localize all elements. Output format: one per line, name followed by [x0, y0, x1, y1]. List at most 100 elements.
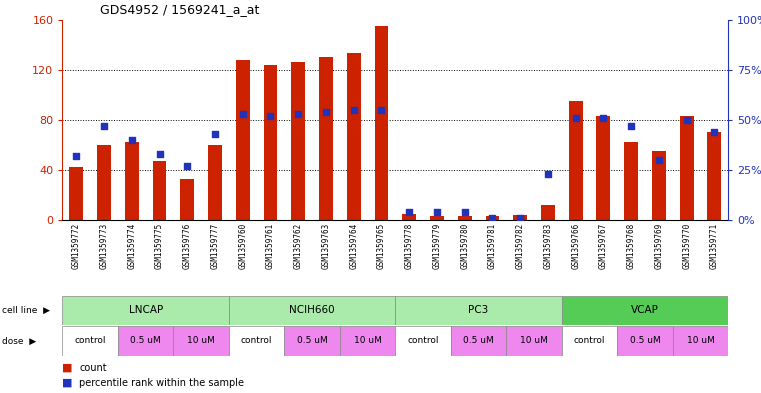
Text: GSM1359772: GSM1359772: [72, 222, 81, 268]
Point: [348, 107, 360, 113]
Text: GSM1359781: GSM1359781: [488, 222, 497, 268]
Point: [653, 157, 665, 163]
Text: VCAP: VCAP: [631, 305, 659, 315]
Bar: [97, 145, 111, 220]
Bar: [562, 296, 728, 325]
Text: GSM1359776: GSM1359776: [183, 222, 192, 268]
Text: 10 uM: 10 uM: [187, 336, 215, 345]
Bar: [403, 214, 416, 220]
Text: count: count: [79, 362, 107, 373]
Text: GSM1359764: GSM1359764: [349, 222, 358, 268]
Text: GSM1359770: GSM1359770: [682, 222, 691, 268]
Text: control: control: [241, 336, 272, 345]
Bar: [229, 326, 285, 356]
Point: [154, 151, 166, 157]
Bar: [652, 151, 666, 220]
Text: NCIH660: NCIH660: [289, 305, 335, 315]
Text: 0.5 uM: 0.5 uM: [297, 336, 327, 345]
Text: GSM1359774: GSM1359774: [127, 222, 136, 268]
Point: [181, 163, 193, 169]
Bar: [708, 132, 721, 220]
Point: [403, 209, 416, 215]
Bar: [451, 326, 506, 356]
Point: [486, 215, 498, 221]
Bar: [458, 216, 472, 220]
Bar: [673, 326, 728, 356]
Bar: [568, 101, 583, 220]
Point: [237, 111, 249, 117]
Point: [209, 131, 221, 137]
Text: GSM1359760: GSM1359760: [238, 222, 247, 268]
Bar: [340, 326, 396, 356]
Text: control: control: [407, 336, 439, 345]
Text: GSM1359763: GSM1359763: [321, 222, 330, 268]
Point: [292, 111, 304, 117]
Bar: [680, 116, 693, 220]
Point: [708, 129, 721, 135]
Text: GSM1359773: GSM1359773: [100, 222, 109, 268]
Text: GSM1359771: GSM1359771: [710, 222, 719, 268]
Text: LNCAP: LNCAP: [129, 305, 163, 315]
Point: [126, 137, 138, 143]
Bar: [506, 326, 562, 356]
Bar: [319, 57, 333, 220]
Bar: [180, 179, 194, 220]
Text: GSM1359768: GSM1359768: [626, 222, 635, 268]
Text: GSM1359780: GSM1359780: [460, 222, 470, 268]
Text: 10 uM: 10 uM: [520, 336, 548, 345]
Text: 10 uM: 10 uM: [354, 336, 381, 345]
Point: [569, 115, 581, 121]
Text: GSM1359767: GSM1359767: [599, 222, 608, 268]
Point: [514, 215, 527, 221]
Text: GSM1359783: GSM1359783: [543, 222, 552, 268]
Text: GDS4952 / 1569241_a_at: GDS4952 / 1569241_a_at: [100, 3, 260, 16]
Bar: [562, 326, 617, 356]
Bar: [486, 216, 499, 220]
Bar: [624, 142, 638, 220]
Text: ■: ■: [62, 378, 73, 388]
Bar: [208, 145, 222, 220]
Text: PC3: PC3: [469, 305, 489, 315]
Text: control: control: [75, 336, 106, 345]
Bar: [396, 296, 562, 325]
Text: GSM1359778: GSM1359778: [405, 222, 414, 268]
Text: GSM1359765: GSM1359765: [377, 222, 386, 268]
Bar: [118, 326, 174, 356]
Bar: [62, 326, 118, 356]
Text: percentile rank within the sample: percentile rank within the sample: [79, 378, 244, 388]
Bar: [430, 216, 444, 220]
Bar: [541, 205, 555, 220]
Text: 0.5 uM: 0.5 uM: [130, 336, 161, 345]
Bar: [374, 26, 388, 220]
Text: GSM1359762: GSM1359762: [294, 222, 303, 268]
Text: dose  ▶: dose ▶: [2, 336, 37, 345]
Text: 0.5 uM: 0.5 uM: [463, 336, 494, 345]
Point: [680, 117, 693, 123]
Point: [70, 153, 82, 159]
Text: GSM1359779: GSM1359779: [432, 222, 441, 268]
Point: [98, 123, 110, 129]
Bar: [291, 62, 305, 220]
Bar: [513, 215, 527, 220]
Text: GSM1359761: GSM1359761: [266, 222, 275, 268]
Point: [459, 209, 471, 215]
Bar: [152, 161, 167, 220]
Text: ■: ■: [62, 362, 73, 373]
Bar: [263, 65, 278, 220]
Text: GSM1359782: GSM1359782: [516, 222, 524, 268]
Point: [320, 109, 332, 115]
Point: [625, 123, 637, 129]
Bar: [617, 326, 673, 356]
Bar: [396, 326, 451, 356]
Text: control: control: [574, 336, 605, 345]
Bar: [347, 53, 361, 220]
Point: [375, 107, 387, 113]
Point: [542, 171, 554, 177]
Bar: [229, 296, 396, 325]
Point: [431, 209, 443, 215]
Text: cell line  ▶: cell line ▶: [2, 306, 50, 315]
Bar: [236, 60, 250, 220]
Text: GSM1359775: GSM1359775: [155, 222, 164, 268]
Bar: [597, 116, 610, 220]
Bar: [69, 167, 83, 220]
